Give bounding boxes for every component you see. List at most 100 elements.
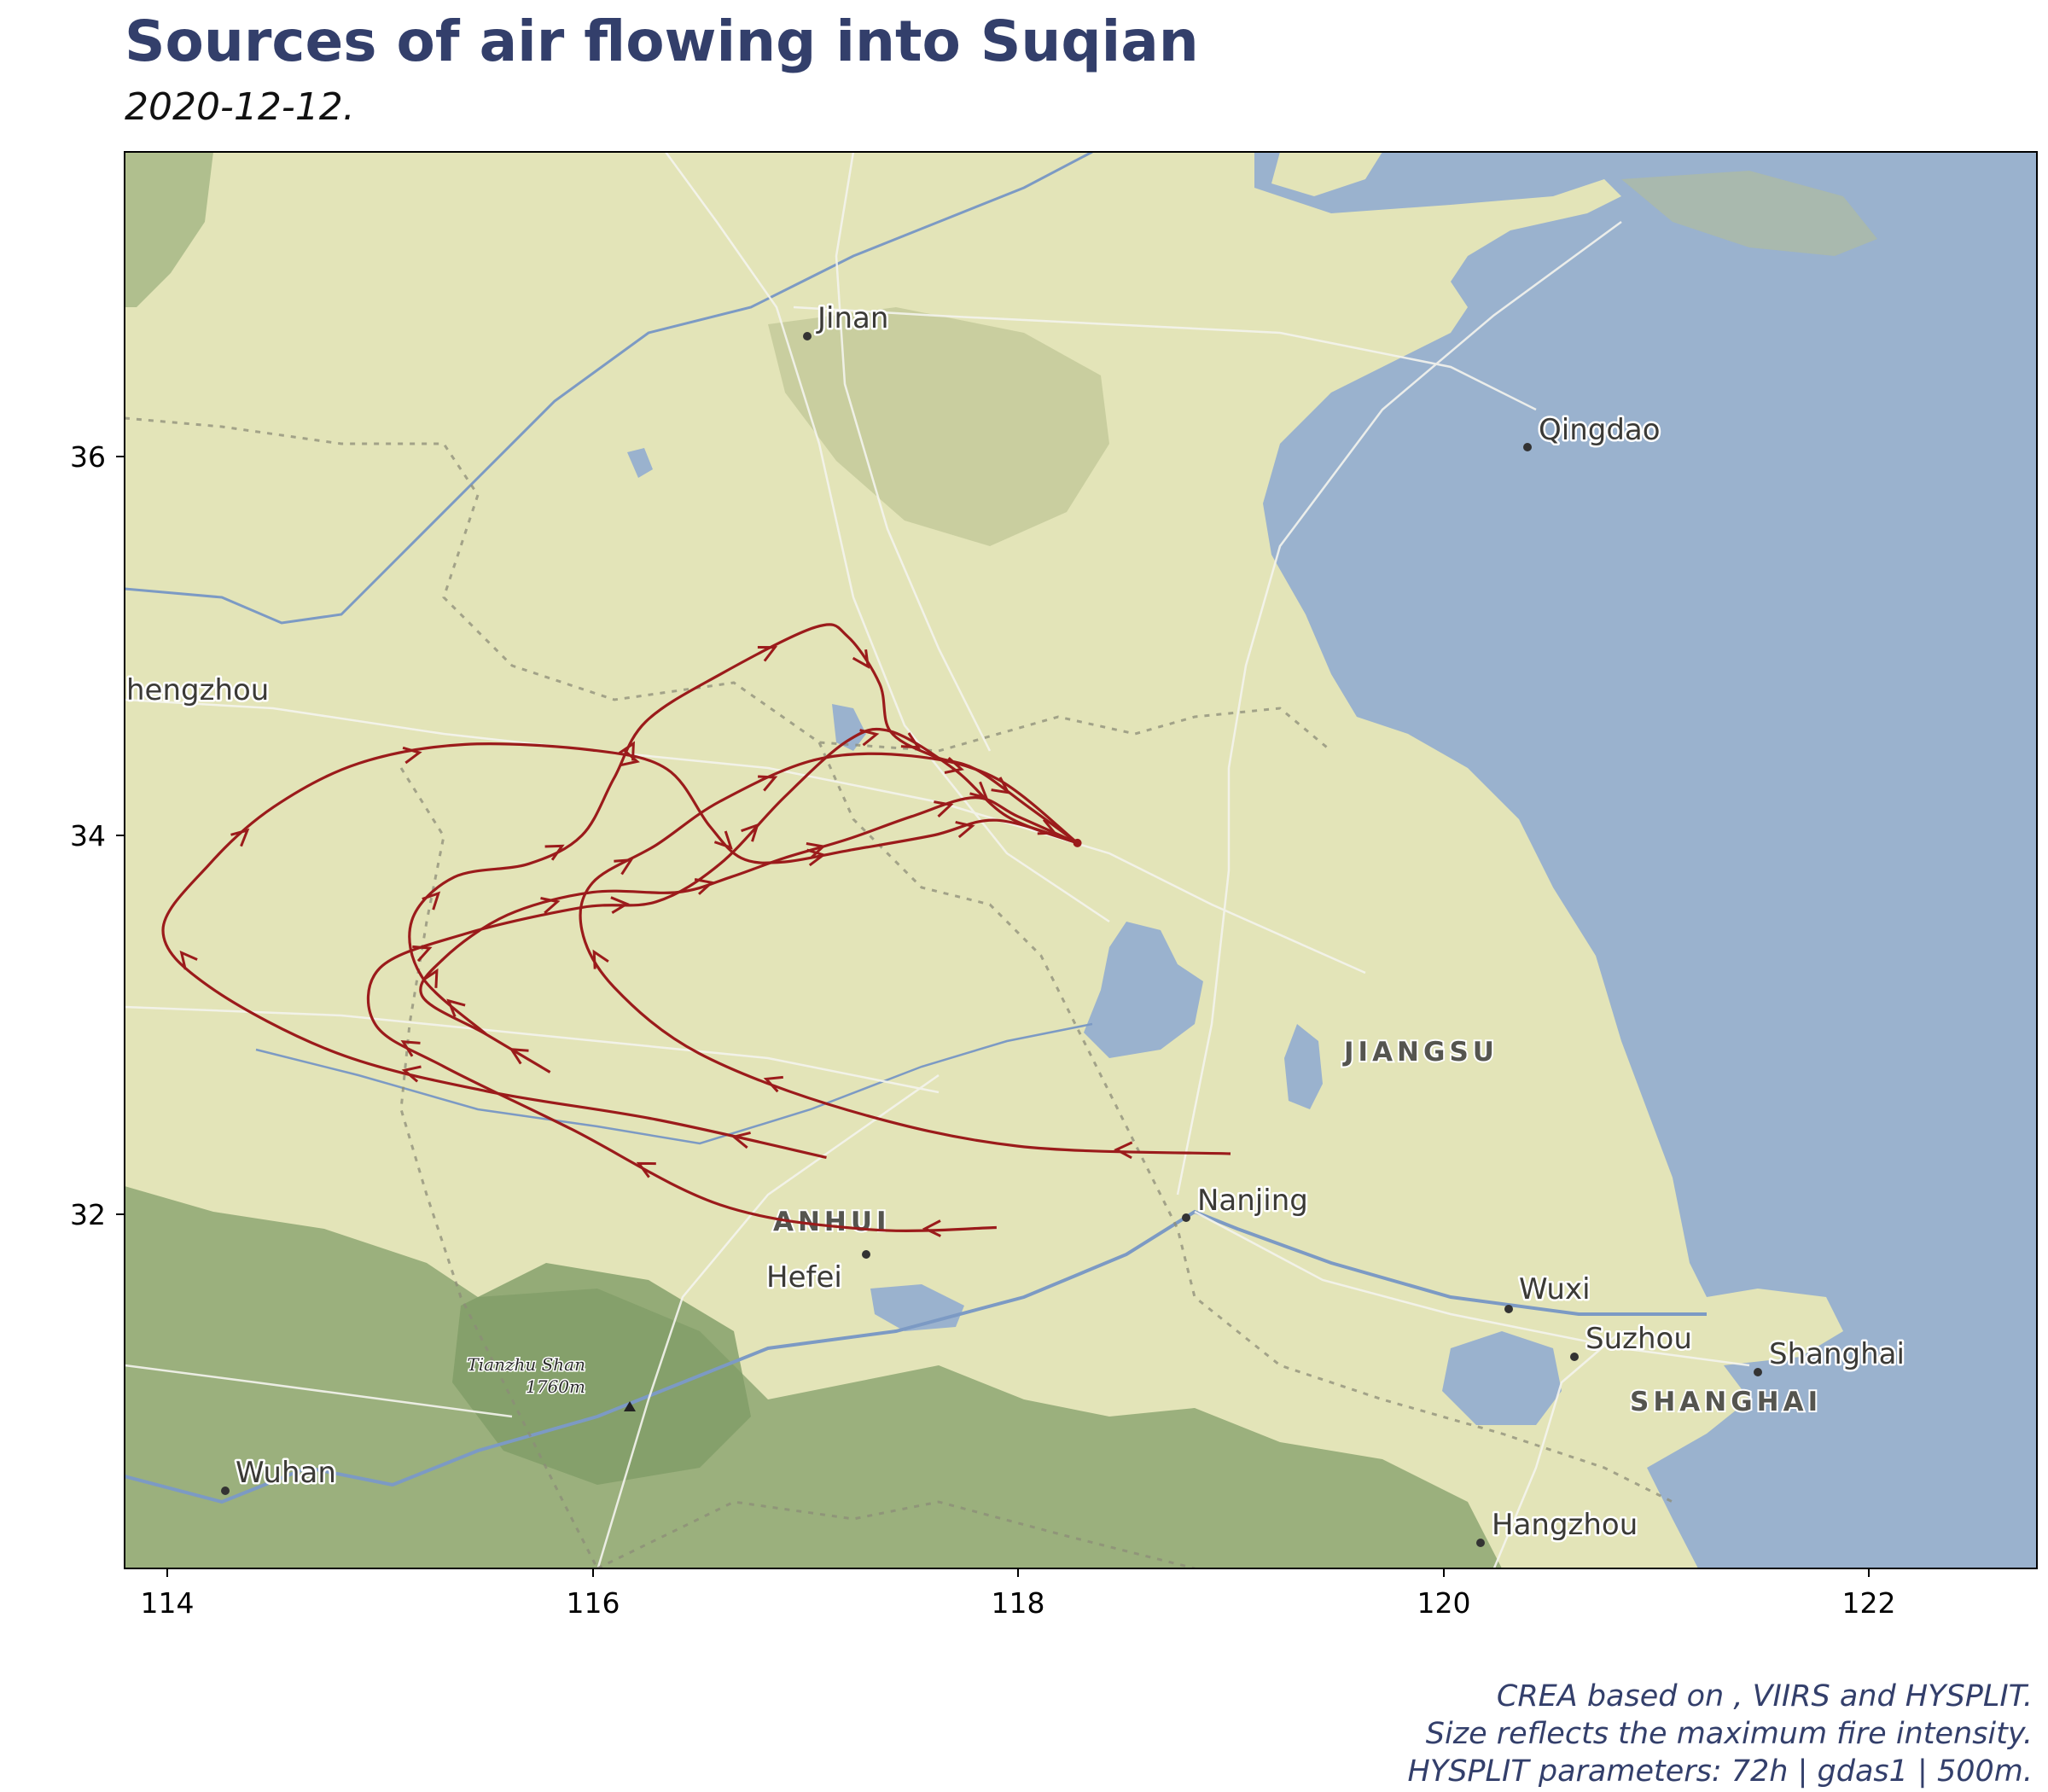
x-tick-label: 116: [567, 1586, 620, 1620]
forest-south: [125, 1186, 1502, 1568]
city-label-hangzhou: Hangzhou: [1492, 1508, 1638, 1542]
city-label-shanghai: Shanghai: [1769, 1337, 1905, 1371]
bohai-coast: [1271, 152, 1382, 196]
trajectory-arrow-icon: [969, 781, 989, 800]
x-axis: 114 116 118 120 122: [141, 1568, 1896, 1620]
trajectory-arrow-icon: [806, 842, 826, 859]
province-borders: [125, 416, 1673, 1568]
peak-label-name: Tianzhu Shan: [467, 1354, 585, 1375]
y-tick-label: 32: [70, 1198, 106, 1231]
trajectory-arrow-icon: [852, 649, 870, 669]
trajectory-line-t4: [579, 752, 1231, 1155]
trajectory-arrow-icon: [401, 1065, 422, 1083]
y-tick-label: 34: [70, 819, 106, 852]
city-label-wuxi: Wuxi: [1519, 1272, 1591, 1306]
trajectory-arrow-icon: [422, 891, 441, 911]
city-dot-qingdao: [1523, 443, 1532, 451]
yangtze-river: [125, 1209, 1707, 1504]
city-label-nanjing: Nanjing: [1197, 1184, 1308, 1218]
hongze-lake: [1084, 922, 1203, 1058]
province-label-shanghai: SHANGHAI: [1630, 1387, 1822, 1417]
trajectory-line-t5: [408, 623, 1079, 1036]
city-dot-shanghai: [1754, 1368, 1762, 1376]
trajectory-arrow-icon: [400, 1039, 421, 1057]
weishan-lake: [832, 704, 866, 751]
trajectory-line-t2: [419, 795, 1079, 1073]
trajectory-arrow-icon: [618, 741, 636, 761]
province-label-jiangsu: JIANGSU: [1342, 1037, 1498, 1068]
trajectory-arrow-icon: [412, 945, 433, 963]
trajectory-layer: [161, 623, 1231, 1237]
taihu-lake: [1442, 1331, 1562, 1425]
x-tick-label: 118: [992, 1586, 1045, 1620]
trajectory-arrow-icon: [741, 823, 759, 842]
map-panel-border: [124, 151, 2038, 1569]
trajectory-arrow-icon: [934, 800, 954, 817]
city-dot-hangzhou: [1476, 1539, 1485, 1547]
trajectory-arrow-icon: [446, 998, 466, 1018]
trajectory-arrow-icon: [806, 848, 827, 867]
caption-line: HYSPLIT parameters: 72h | gdas1 | 500m.: [1407, 1754, 2033, 1789]
trajectory-arrow-icon: [620, 749, 640, 767]
peak-triangle-icon: [624, 1401, 636, 1411]
trajectory-arrow-icon: [614, 858, 634, 876]
trajectory-arrow-icon: [544, 844, 565, 861]
x-tick-label: 114: [141, 1586, 195, 1620]
sea-area: [1254, 152, 2037, 1568]
hills-shandong: [768, 307, 1109, 546]
chart-subtitle: 2020-12-12.: [125, 85, 355, 129]
y-tick-label: 36: [70, 440, 106, 474]
basemap: [125, 152, 2037, 1568]
gaoyou-lake: [1284, 1024, 1323, 1109]
peak-label-elevation: 1760m: [526, 1376, 585, 1397]
hills-shandong-east: [1621, 171, 1877, 256]
caption: CREA based on , VIIRS and HYSPLIT. Size …: [1408, 1678, 2033, 1790]
trajectory-arrow-icon: [509, 1047, 529, 1065]
trajectory-arrow-icon: [422, 968, 439, 988]
city-label-jinan: Jinan: [816, 301, 888, 335]
city-label-qingdao: Qingdao: [1539, 413, 1661, 447]
city-dot-nanjing: [1182, 1213, 1190, 1222]
city-label-suzhou: Suzhou: [1585, 1322, 1692, 1356]
x-tick-label: 122: [1842, 1586, 1896, 1620]
dongping-lake: [627, 448, 653, 478]
trajectory-arrow-icon: [540, 897, 561, 915]
trajectory-arrow-icon: [730, 1131, 751, 1149]
trajectory-arrow-icon: [991, 777, 1011, 794]
forest-northwest: [125, 152, 213, 307]
y-axis: 36 34 32: [70, 440, 125, 1231]
city-dot-wuxi: [1504, 1305, 1513, 1313]
trajectory-arrow-icon: [1114, 1141, 1133, 1160]
trajectory-arrow-icon: [1037, 818, 1057, 835]
trajectory-arrow-icon: [179, 950, 198, 970]
trajectory-arrow-icon: [900, 732, 921, 749]
city-dot-suzhou: [1570, 1353, 1579, 1361]
road-network: [125, 152, 1750, 1568]
yellow-river: [125, 152, 1093, 625]
chart-title: Sources of air flowing into Suqian: [125, 9, 1199, 74]
trajectory-arrow-icon: [636, 1161, 656, 1178]
city-dot-wuhan: [221, 1487, 230, 1495]
trajectory-arrow-icon: [955, 820, 975, 839]
trajectory-arrow-icon: [230, 828, 250, 847]
trajectory-arrow-icon: [763, 1075, 783, 1093]
caption-line: CREA based on , VIIRS and HYSPLIT.: [1496, 1679, 2033, 1713]
trajectory-arrow-icon: [757, 646, 778, 662]
trajectory-arrow-icon: [402, 746, 422, 765]
trajectory-arrow-icon: [758, 775, 778, 792]
city-label-zhengzhou: hengzhou: [126, 673, 269, 707]
city-dot-jinan: [803, 332, 812, 340]
trajectory-arrow-icon: [859, 729, 880, 747]
city-label-wuhan: Wuhan: [236, 1456, 336, 1490]
trajectory-arrow-icon: [713, 830, 733, 850]
trajectory-arrow-icon: [922, 1219, 941, 1237]
city-label-hefei: Hefei: [766, 1260, 842, 1295]
huai-river: [255, 1022, 1093, 1145]
trajectory-line-t1: [161, 742, 1079, 1159]
trajectory-arrow-icon: [592, 949, 609, 969]
x-tick-label: 120: [1417, 1586, 1471, 1620]
caption-line: Size reflects the maximum fire intensity…: [1425, 1717, 2033, 1751]
trajectory-arrow-icon: [610, 896, 630, 914]
place-labels: Jinan Qingdao hengzhou Nanjing Hefei Wux…: [125, 300, 1906, 1547]
